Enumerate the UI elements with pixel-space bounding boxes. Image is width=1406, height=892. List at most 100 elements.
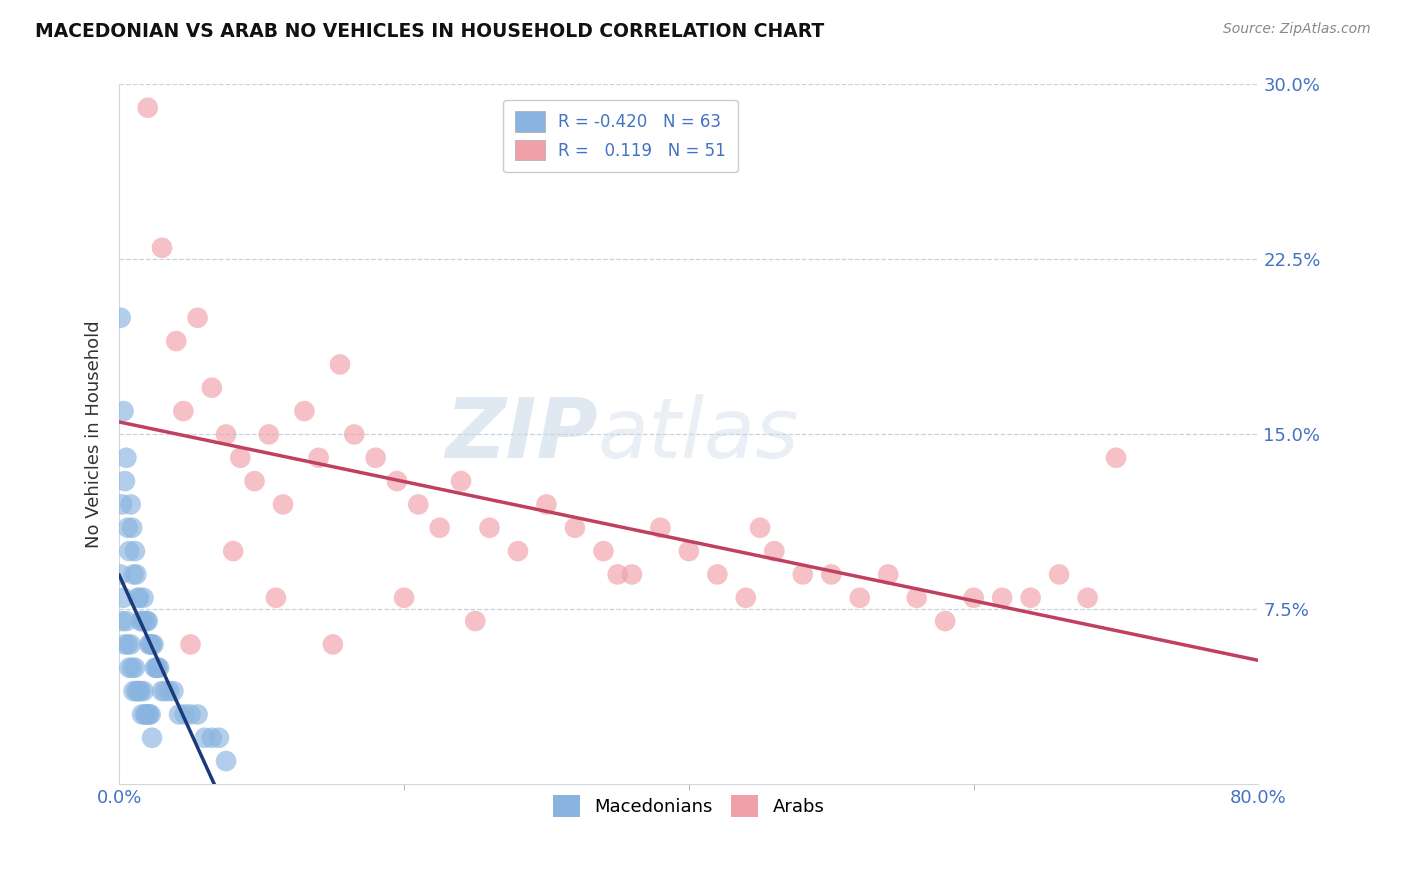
Point (179, 637, 201, 651)
Point (606, 567, 628, 582)
Point (620, 567, 643, 582)
Point (678, 544, 700, 558)
Point (963, 591, 986, 605)
Point (124, 661, 146, 675)
Point (146, 661, 169, 675)
Point (792, 567, 814, 582)
Point (112, 404, 135, 418)
Point (131, 614, 153, 628)
Point (114, 474, 136, 488)
Point (125, 567, 148, 582)
Point (129, 614, 152, 628)
Point (592, 544, 614, 558)
Point (157, 684, 180, 698)
Y-axis label: No Vehicles in Household: No Vehicles in Household (86, 320, 103, 549)
Text: ZIP: ZIP (446, 394, 598, 475)
Point (215, 427, 238, 442)
Point (1105, 450, 1128, 465)
Point (464, 614, 486, 628)
Point (905, 591, 928, 605)
Point (173, 707, 195, 722)
Point (650, 521, 672, 535)
Point (934, 614, 956, 628)
Point (222, 544, 245, 558)
Point (117, 637, 139, 651)
Point (450, 474, 472, 488)
Point (120, 498, 142, 512)
Point (763, 544, 786, 558)
Point (136, 614, 159, 628)
Point (991, 591, 1014, 605)
Point (215, 754, 238, 768)
Point (429, 521, 451, 535)
Point (257, 427, 280, 442)
Point (121, 521, 143, 535)
Point (139, 707, 162, 722)
Point (118, 544, 141, 558)
Point (136, 101, 159, 115)
Point (115, 614, 138, 628)
Text: Source: ZipAtlas.com: Source: ZipAtlas.com (1223, 22, 1371, 37)
Point (145, 661, 167, 675)
Point (148, 661, 170, 675)
Point (162, 684, 184, 698)
Legend: Macedonians, Arabs: Macedonians, Arabs (546, 788, 832, 824)
Point (131, 707, 153, 722)
Point (112, 591, 135, 605)
Point (292, 404, 315, 418)
Point (134, 707, 156, 722)
Point (138, 707, 160, 722)
Point (127, 591, 149, 605)
Point (820, 567, 842, 582)
Point (121, 661, 143, 675)
Point (308, 450, 330, 465)
Point (1047, 567, 1070, 582)
Point (1077, 591, 1099, 605)
Point (848, 591, 870, 605)
Point (143, 661, 166, 675)
Text: atlas: atlas (598, 394, 800, 475)
Text: MACEDONIAN VS ARAB NO VEHICLES IN HOUSEHOLD CORRELATION CHART: MACEDONIAN VS ARAB NO VEHICLES IN HOUSEH… (35, 22, 824, 41)
Point (120, 637, 142, 651)
Point (172, 404, 194, 418)
Point (329, 358, 352, 372)
Point (478, 521, 501, 535)
Point (706, 567, 728, 582)
Point (229, 450, 252, 465)
Point (749, 521, 772, 535)
Point (208, 731, 231, 745)
Point (122, 567, 145, 582)
Point (114, 637, 136, 651)
Point (132, 684, 155, 698)
Point (201, 731, 224, 745)
Point (129, 684, 152, 698)
Point (127, 684, 149, 698)
Point (564, 521, 586, 535)
Point (124, 544, 146, 558)
Point (392, 591, 415, 605)
Point (385, 474, 408, 488)
Point (167, 707, 190, 722)
Point (135, 707, 157, 722)
Point (150, 241, 173, 255)
Point (322, 637, 344, 651)
Point (115, 450, 138, 465)
Point (135, 614, 157, 628)
Point (128, 684, 150, 698)
Point (128, 591, 150, 605)
Point (536, 498, 558, 512)
Point (141, 637, 163, 651)
Point (165, 334, 187, 348)
Point (408, 498, 430, 512)
Point (271, 498, 294, 512)
Point (136, 707, 159, 722)
Point (117, 521, 139, 535)
Point (125, 684, 148, 698)
Point (187, 310, 209, 325)
Point (877, 567, 900, 582)
Point (506, 544, 529, 558)
Point (734, 591, 756, 605)
Point (110, 567, 132, 582)
Point (343, 427, 366, 442)
Point (201, 381, 224, 395)
